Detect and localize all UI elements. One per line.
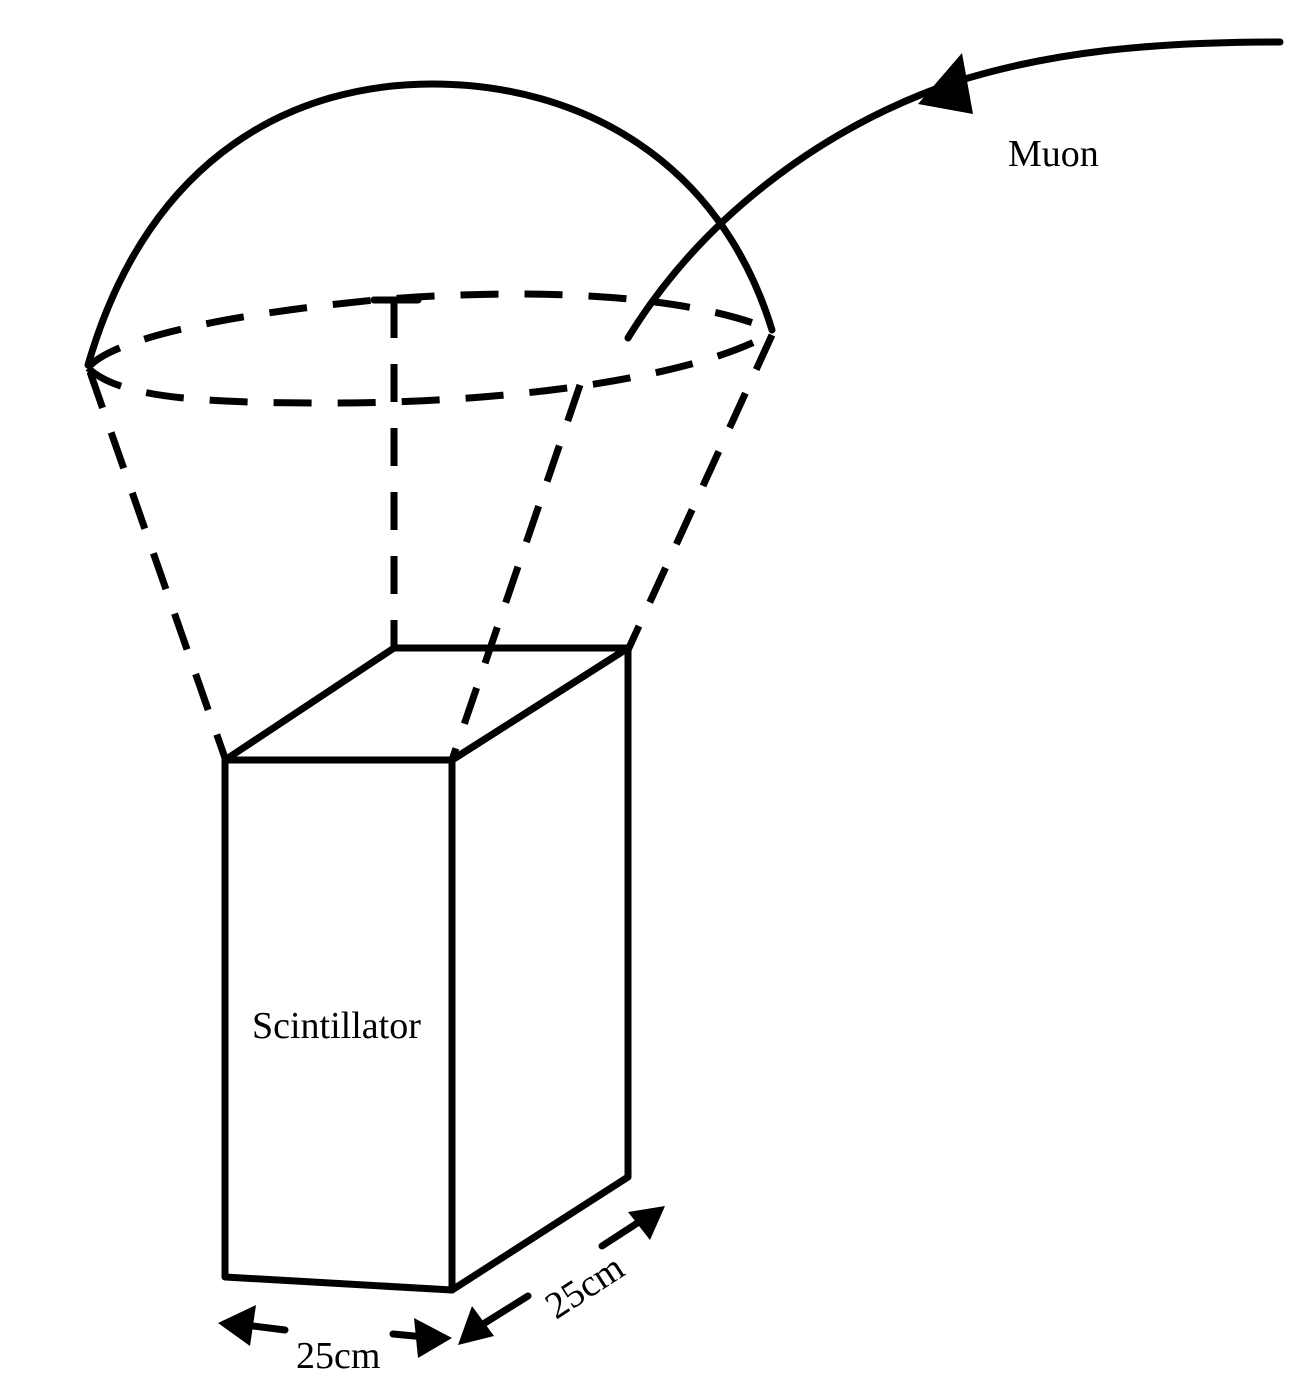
depth-arrowhead-upper [628,1206,665,1240]
scintillator-block [221,644,632,1294]
projection-lines [86,300,776,762]
depth-arrowhead-lower [458,1306,494,1345]
depth-arrow-shaft-lower [476,1292,532,1330]
hemisphere-base-front-ellipse [85,329,774,407]
hemisphere-base-back-ellipse [85,290,774,371]
depth-dimension-arrow [458,1206,665,1345]
block-top-face [221,644,632,764]
projection-line-front [448,383,584,762]
projection-line-right [624,333,776,652]
depth-arrow-shaft-upper [598,1216,646,1250]
muon-direction-arrowhead [918,53,973,114]
block-side-face [448,644,632,1294]
width-dimension-arrow [218,1305,452,1358]
hemisphere-arc [84,80,776,369]
width-arrowhead-right [414,1318,452,1358]
acceptance-hemisphere [84,80,776,407]
scintillator-label: Scintillator [252,1005,421,1047]
muon-trajectory [624,38,1284,342]
width-arrowhead-left [218,1305,256,1346]
width-dimension-label: 25cm [296,1335,380,1377]
depth-dimension-label: 25cm [538,1246,632,1327]
muon-label: Muon [1008,133,1099,175]
projection-line-left [86,370,229,760]
